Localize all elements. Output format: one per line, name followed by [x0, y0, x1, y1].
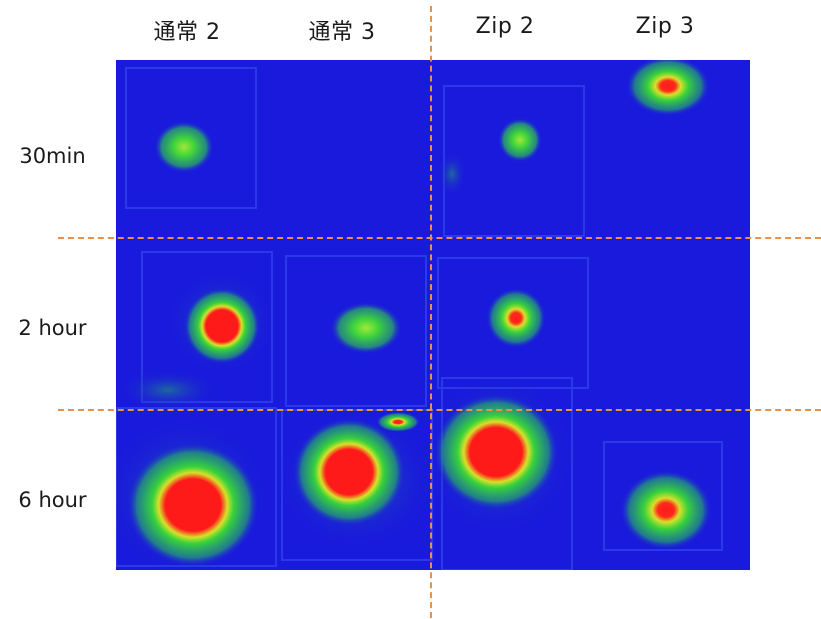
column-header-zip-3: Zip 3	[635, 14, 695, 39]
spot-2h-regular-2	[184, 288, 260, 364]
spot-6h-regular-2	[127, 443, 259, 567]
fluorescence-photo	[116, 60, 750, 570]
spot-30min-zip-3	[626, 60, 710, 116]
spot-2h-regular-3	[330, 302, 402, 354]
haze-2h-lower-left	[118, 370, 218, 410]
spot-6h-zip-3	[620, 470, 712, 550]
column-header-zip-2: Zip 2	[475, 14, 535, 39]
spot-30min-zip-2-edge	[438, 152, 466, 196]
column-header-regular-2: 通常 2	[153, 20, 221, 45]
spot-6h-regular-3-top	[376, 412, 420, 432]
row-label-6-hour: 6 hour	[18, 488, 87, 512]
spot-30min-zip-2	[498, 118, 542, 162]
row-label-30min: 30min	[19, 144, 86, 168]
fluorescence-image	[116, 60, 750, 570]
spot-6h-zip-2	[434, 394, 558, 510]
spot-30min-regular-2	[154, 121, 214, 173]
guide-line-horizontal-1	[58, 237, 821, 239]
row-label-2-hour: 2 hour	[18, 316, 87, 340]
spot-6h-regular-3	[293, 418, 405, 526]
column-header-regular-3: 通常 3	[308, 20, 376, 45]
spot-2h-zip-2	[486, 288, 546, 348]
guide-line-horizontal-2	[58, 409, 821, 411]
guide-line-vertical	[430, 6, 432, 618]
